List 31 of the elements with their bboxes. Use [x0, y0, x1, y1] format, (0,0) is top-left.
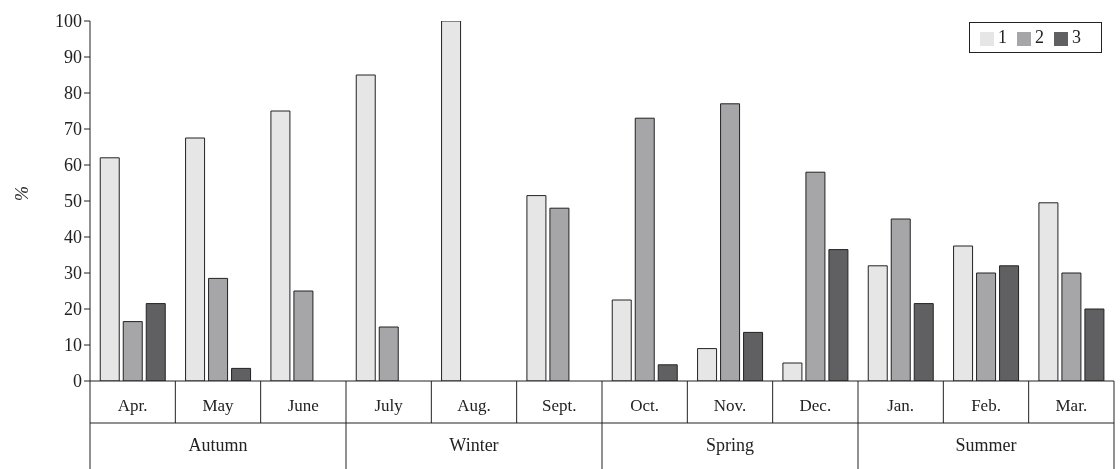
x-tick-label: July [374, 396, 404, 415]
y-tick-label: 100 [55, 11, 82, 32]
text: Summer [955, 435, 1017, 455]
x-tick-label: Apr. [117, 396, 148, 415]
y-tick-label: 90 [64, 47, 82, 68]
y-tick-label: 20 [64, 299, 82, 320]
x-tick-label: May [202, 396, 235, 415]
legend-label: 2 [1035, 27, 1044, 47]
x-tick-label: Feb. [971, 396, 1001, 415]
x-tick-label: Nov. [713, 396, 747, 415]
y-tick-label: 70 [64, 119, 82, 140]
x-tick-label: Aug. [457, 396, 491, 415]
y-tick-label: 10 [64, 335, 82, 356]
y-tick-label: 50 [64, 191, 82, 212]
x-tick-label: Sept. [542, 396, 577, 415]
y-tick-label: 40 [64, 227, 82, 248]
y-tick-label: 80 [64, 83, 82, 104]
y-tick-label: 60 [64, 155, 82, 176]
y-tick-label: 30 [64, 263, 82, 284]
x-tick-label: June [287, 396, 319, 415]
legend-label: 3 [1072, 27, 1081, 47]
x-tick-label: Oct. [630, 396, 660, 415]
y-tick-label: 0 [73, 371, 82, 392]
x-tick-label: Jan. [887, 396, 915, 415]
legend-label: 1 [998, 27, 1007, 47]
text: Winter [449, 435, 499, 455]
text: Autumn [188, 435, 248, 455]
text: Spring [705, 435, 755, 455]
x-tick-label: Dec. [799, 396, 832, 415]
y-axis-title: % [12, 186, 33, 201]
x-tick-label: Mar. [1055, 396, 1088, 415]
